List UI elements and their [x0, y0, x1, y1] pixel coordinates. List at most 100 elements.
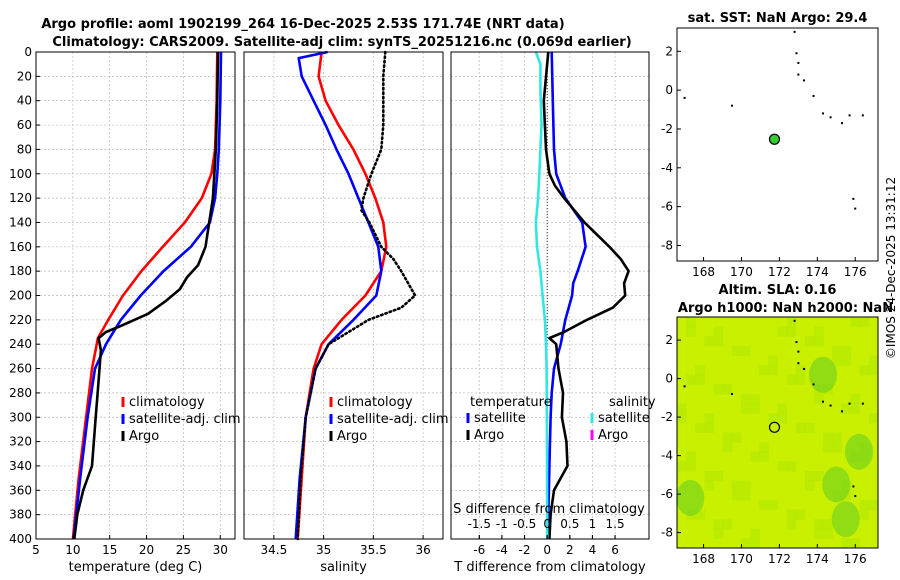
island	[822, 112, 825, 115]
legend-label: climatology	[337, 395, 413, 410]
island	[848, 402, 851, 405]
map-y-tick-label: 0	[665, 372, 673, 386]
sla-cell	[795, 422, 806, 433]
sla-cell	[832, 355, 842, 366]
x2-axis-label: S difference from climatology	[453, 502, 645, 517]
sla-cell	[841, 403, 852, 414]
sla-cell	[695, 422, 705, 433]
island	[812, 94, 815, 97]
x2-tick-label: -1.5	[468, 517, 491, 531]
sla-map-panel: 168 170 172 174 176 -8 -6 -4 -2 0 2 Altim. SLA: 0.1…	[661, 283, 893, 566]
sla-cell	[786, 317, 797, 328]
x-tick-label: 6	[611, 543, 619, 557]
legend-label: climatology	[129, 395, 205, 410]
sla-cell	[841, 538, 852, 549]
sla-cell	[814, 519, 824, 530]
sla-cell	[768, 365, 778, 376]
sla-cell	[740, 490, 751, 501]
legend-temperature-title: temperature	[470, 395, 552, 410]
island	[829, 116, 832, 119]
argo-location-marker	[768, 133, 781, 145]
sla-cell	[704, 422, 715, 433]
map-title: sat. SST: NaN Argo: 29.4	[688, 11, 868, 26]
legend-label: satellite-adj. clim	[337, 412, 449, 427]
series-line-salinity-satellite	[534, 51, 549, 540]
difference-panel: -6 -4 -2 0 2 4 6 T difference from climatology -…	[450, 51, 656, 575]
axes-frame	[450, 51, 650, 540]
map-x-tick-label: 168	[692, 552, 715, 566]
sla-cell	[759, 365, 769, 376]
x-tick-label: -2	[519, 543, 531, 557]
sla-cell	[832, 345, 842, 356]
x2-tick-label: -1	[496, 517, 508, 531]
island	[795, 341, 798, 344]
sla-cell	[695, 374, 705, 385]
sla-cell	[777, 413, 788, 424]
sla-patch	[676, 479, 705, 516]
map-x-tick-label: 176	[844, 265, 867, 279]
map-y-tick-label: -2	[661, 122, 673, 136]
x-tick-label: 4	[589, 543, 597, 557]
sla-cell	[859, 317, 870, 328]
y-tick-label: 100	[9, 167, 32, 181]
sla-cell	[686, 326, 696, 337]
temperature-panel: 5 10 15 20 25 3002040608010012014016018020022…	[9, 45, 241, 575]
y-tick-label: 240	[9, 337, 32, 351]
sst-map-panel: 168 170 172 174 176 -8 -6 -4 -2 0 2 sat. SST: NaN A…	[661, 11, 879, 279]
island	[840, 410, 843, 413]
sla-cell	[804, 422, 815, 433]
legend-label: Argo	[598, 428, 628, 443]
island	[795, 52, 798, 55]
sla-cell	[786, 509, 797, 520]
sla-cell	[722, 442, 733, 453]
legend-label: satellite	[598, 411, 650, 426]
y-tick-label: 280	[9, 386, 32, 400]
sla-cell	[713, 471, 724, 482]
sla-patch	[822, 466, 851, 503]
island	[797, 61, 800, 64]
sla-cell	[777, 403, 788, 414]
map-frame	[676, 27, 879, 262]
map-y-tick-label: -6	[661, 487, 673, 501]
sla-cell	[868, 413, 879, 424]
sla-cell	[677, 413, 687, 424]
island	[822, 400, 825, 403]
y-tick-label: 60	[17, 118, 32, 132]
sla-cell	[759, 451, 769, 462]
map-y-tick-label: -2	[661, 410, 673, 424]
sla-cell	[814, 336, 824, 347]
island	[812, 383, 815, 386]
sla-cell	[731, 490, 742, 501]
map-y-tick-label: -8	[661, 238, 673, 252]
x-tick-label: 35.5	[360, 543, 387, 557]
sla-cell	[850, 394, 861, 405]
map-x-tick-label: 176	[844, 552, 867, 566]
sla-cell	[750, 394, 760, 405]
sla-cell	[859, 365, 870, 376]
sla-cell	[731, 432, 742, 443]
map-x-tick-label: 172	[768, 552, 791, 566]
sla-cell	[750, 538, 760, 549]
island	[852, 485, 855, 488]
x-tick-label: -4	[496, 543, 508, 557]
map-x-tick-label: 170	[730, 552, 753, 566]
sla-cell	[677, 403, 687, 414]
sla-cell	[823, 528, 833, 539]
y-tick-label: 360	[9, 483, 32, 497]
sla-cell	[868, 355, 879, 366]
sla-cell	[695, 365, 705, 376]
island	[840, 122, 843, 125]
sla-cell	[740, 480, 751, 491]
y-tick-label: 380	[9, 508, 32, 522]
x-tick-label: -6	[473, 543, 485, 557]
sla-cell	[814, 326, 824, 337]
sla-cell	[750, 451, 760, 462]
series-line-argo	[296, 50, 417, 541]
island	[797, 73, 800, 76]
x-tick-label: 20	[139, 543, 154, 557]
legend-label: satellite-adj. clim	[129, 412, 241, 427]
map-subtitle: Argo h1000: NaN h2000: NaN	[678, 301, 893, 316]
sla-cell	[814, 471, 824, 482]
y-tick-label: 0	[24, 45, 32, 59]
